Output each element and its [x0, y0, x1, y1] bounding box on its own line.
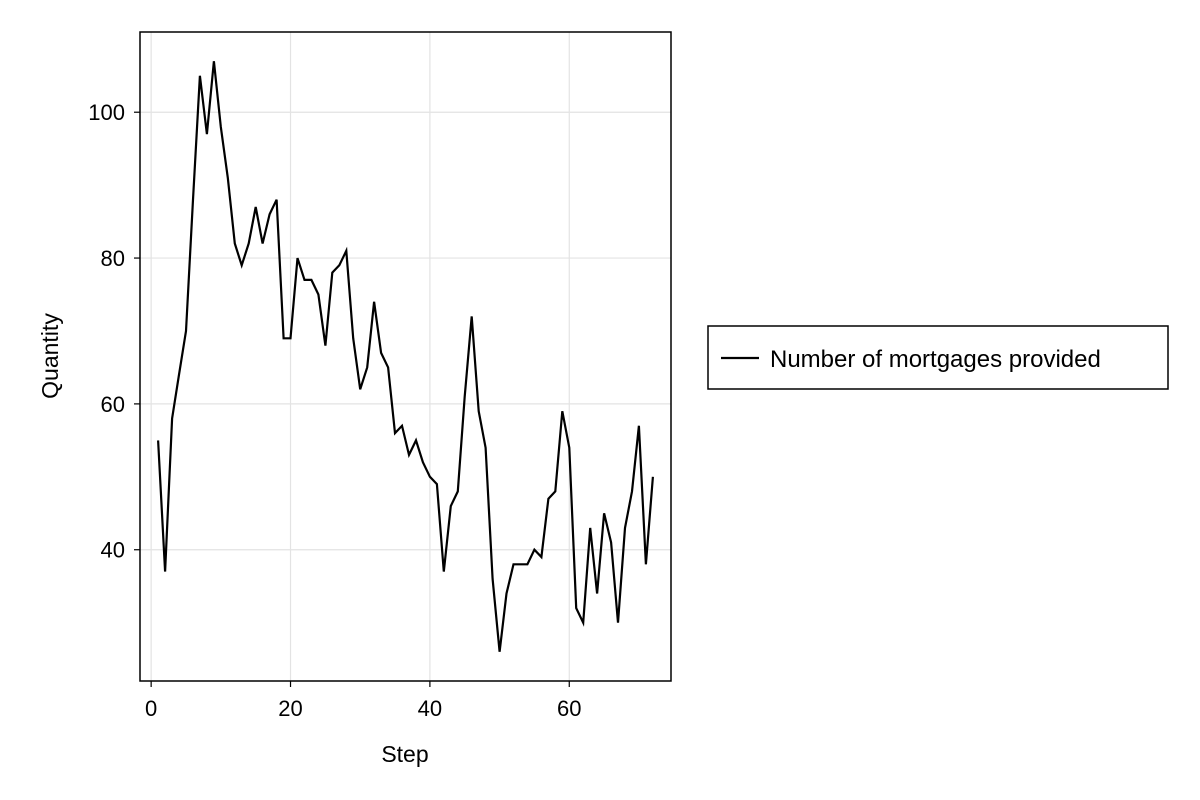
x-tick-label: 20	[278, 696, 302, 721]
y-axis-ticks: 40 60 80 100	[88, 100, 140, 563]
plot-area-frame	[139, 31, 672, 682]
x-tick-label: 40	[418, 696, 442, 721]
x-axis-label: Step	[381, 741, 428, 767]
series-line-mortgages	[157, 61, 654, 652]
x-tick-label: 0	[145, 696, 157, 721]
x-tick-label: 60	[557, 696, 581, 721]
y-tick-label: 80	[101, 246, 125, 271]
series-lines	[157, 61, 654, 652]
legend-entry-label: Number of mortgages provided	[770, 346, 1101, 373]
y-tick-label: 60	[101, 392, 125, 417]
x-axis-ticks: 0 20 40 60	[145, 681, 582, 721]
y-tick-label: 40	[101, 538, 125, 563]
legend-box	[707, 325, 1169, 390]
y-axis-label: Quantity	[37, 313, 63, 399]
grid-lines	[140, 32, 671, 681]
y-tick-label: 100	[88, 100, 125, 125]
legend: Number of mortgages provided	[707, 325, 1169, 390]
